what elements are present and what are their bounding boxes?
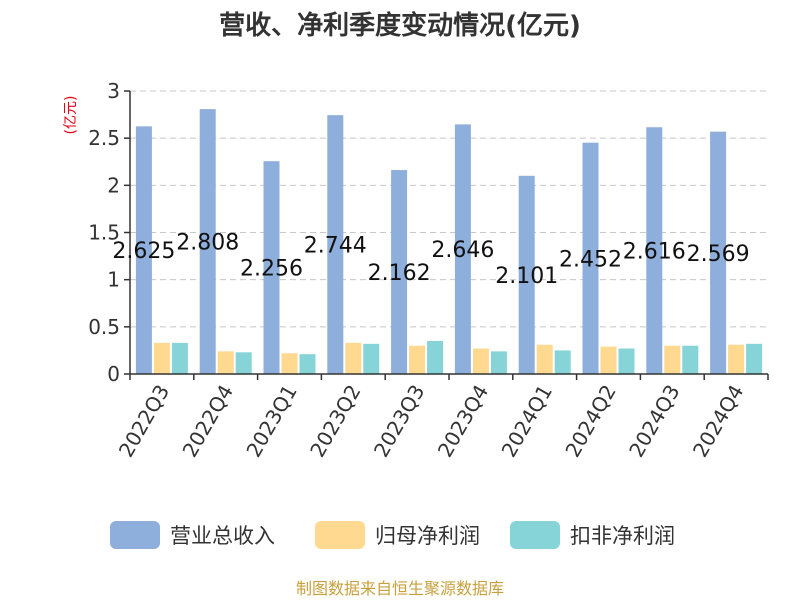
data-labels: 2.625 2.8082.2562.7442.1622.6462.1012.452… <box>112 231 749 289</box>
data-label: 2.625 <box>112 239 175 264</box>
legend-item[interactable]: 扣非净利润 <box>510 521 675 549</box>
bar[interactable] <box>299 354 316 374</box>
data-label: 2.744 <box>304 234 367 259</box>
x-tick-label: 2024Q2 <box>560 381 620 462</box>
bar[interactable] <box>582 142 599 374</box>
bar[interactable] <box>199 109 216 374</box>
bar[interactable] <box>600 346 617 374</box>
y-tick-label: 3 <box>107 79 120 103</box>
y-tick-label: 1.5 <box>88 221 120 245</box>
bar[interactable] <box>263 161 280 374</box>
bar[interactable] <box>454 124 471 374</box>
x-tick-label: 2022Q3 <box>114 381 174 462</box>
x-tick-label: 2023Q1 <box>241 381 301 462</box>
x-tick-label: 2024Q4 <box>688 381 748 462</box>
bar[interactable] <box>554 350 571 374</box>
y-tick-label: 1 <box>107 268 120 292</box>
data-label: 2.256 <box>240 257 303 282</box>
bar[interactable] <box>153 342 170 374</box>
y-tick-label: 0 <box>107 362 120 386</box>
data-label: 2.162 <box>368 261 431 286</box>
legend[interactable]: 营业总收入 归母净利润 扣非净利润 <box>110 521 675 549</box>
x-tick-label: 2023Q3 <box>369 381 429 462</box>
bar[interactable] <box>490 351 507 374</box>
bar[interactable] <box>171 342 188 374</box>
data-label: 2.569 <box>687 242 750 267</box>
bar[interactable] <box>472 348 489 374</box>
x-tick-label: 2024Q1 <box>497 381 557 462</box>
bar[interactable] <box>682 345 699 374</box>
chart-title: 营收、净利季度变动情况(亿元) <box>219 10 581 41</box>
y-tick-label: 0.5 <box>88 315 120 339</box>
bar[interactable] <box>728 344 745 374</box>
data-label: 2.101 <box>495 264 558 289</box>
bar[interactable] <box>427 340 444 374</box>
x-tick-label: 2023Q4 <box>433 381 493 462</box>
legend-item[interactable]: 归母净利润 <box>315 521 480 549</box>
bar[interactable] <box>135 126 152 374</box>
y-tick-label: 2.5 <box>88 126 120 150</box>
bar[interactable] <box>217 351 234 374</box>
y-axis-unit: (亿元) <box>63 96 79 135</box>
bar[interactable] <box>327 115 344 375</box>
bars <box>135 109 763 375</box>
bar[interactable] <box>646 127 663 374</box>
x-axis: 2022Q3 2022Q4 2023Q1 2023Q2 2023Q3 2023Q4 2024… <box>114 373 769 462</box>
legend-swatch <box>510 521 560 549</box>
bar[interactable] <box>391 170 408 374</box>
source-note: 制图数据来自恒生聚源数据库 <box>296 579 504 598</box>
legend-label: 扣非净利润 <box>570 524 675 548</box>
legend-swatch <box>110 521 160 549</box>
bar[interactable] <box>664 345 681 374</box>
bar[interactable] <box>518 175 535 374</box>
y-axis: 0 0.5 1 1.5 2 2.5 3 <box>88 79 131 386</box>
bar[interactable] <box>710 131 727 374</box>
x-tick-label: 2023Q2 <box>305 381 365 462</box>
bar[interactable] <box>345 342 362 374</box>
data-label: 2.616 <box>623 240 686 265</box>
x-tick-label: 2022Q4 <box>178 381 238 462</box>
y-tick-label: 2 <box>107 173 120 197</box>
bar[interactable] <box>409 345 426 374</box>
bar[interactable] <box>618 348 635 374</box>
bar[interactable] <box>363 343 380 374</box>
data-label: 2.646 <box>431 238 494 263</box>
legend-label: 归母净利润 <box>375 524 480 548</box>
bar[interactable] <box>746 343 763 374</box>
data-label: 2.452 <box>559 247 622 272</box>
legend-label: 营业总收入 <box>170 524 275 548</box>
legend-item[interactable]: 营业总收入 <box>110 521 275 549</box>
legend-swatch <box>315 521 365 549</box>
bar[interactable] <box>281 353 298 374</box>
bar[interactable] <box>235 352 252 374</box>
grid <box>130 90 768 328</box>
x-tick-label: 2024Q3 <box>624 381 684 462</box>
bar[interactable] <box>536 344 553 374</box>
data-label: 2.808 <box>176 231 239 256</box>
